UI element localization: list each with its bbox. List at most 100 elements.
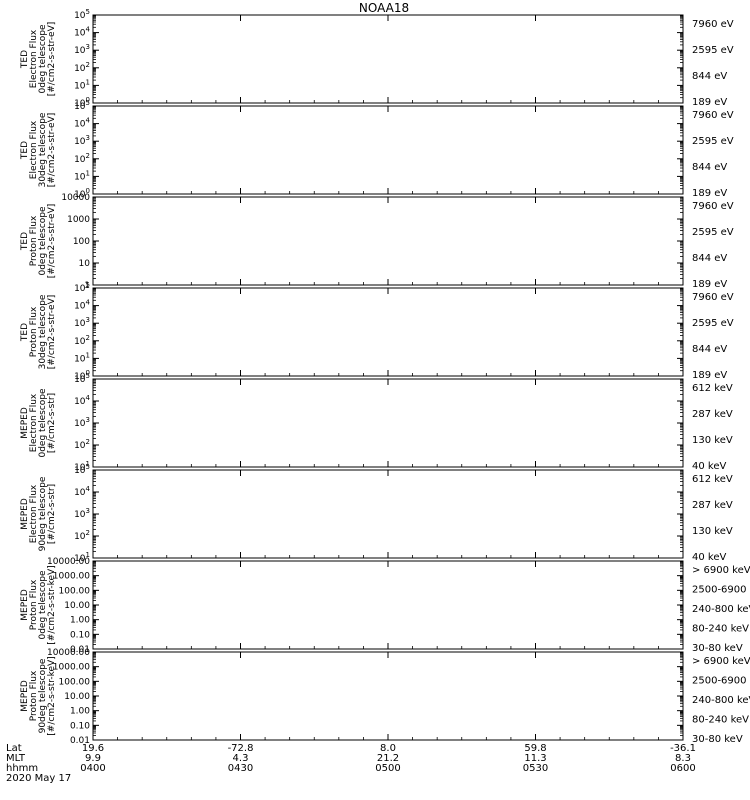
legend-entry: 844 eV	[692, 344, 727, 355]
y-tick-label: 1	[84, 281, 90, 291]
legend-entry: 844 eV	[692, 253, 727, 264]
panel-frame	[92, 378, 684, 468]
y-axis-label-line: TED	[20, 232, 30, 251]
legend-entry: > 6900 keV	[692, 565, 750, 576]
footer-row-label-lat: Lat	[6, 743, 22, 754]
legend-entry: 2595 eV	[692, 227, 734, 238]
y-axis-label-line: [#/cm2-s-str-eV]	[47, 113, 57, 188]
legend-entry: 189 eV	[692, 370, 727, 381]
y-axis-label-line: MEPED	[20, 680, 30, 712]
legend-entry: 7960 eV	[692, 110, 734, 121]
y-axis-label-line: 0deg telescope	[38, 388, 48, 458]
footer-row-label-hhmm: hhmm	[6, 763, 38, 774]
y-axis-label-line: Electron Flux	[29, 484, 39, 543]
y-tick-label: 104	[74, 299, 90, 312]
legend-entry: 240-800 keV	[692, 604, 750, 615]
y-tick-label: 10	[79, 259, 91, 269]
y-tick-label: 103	[74, 416, 90, 429]
y-tick-label: 104	[74, 394, 90, 407]
legend-entry: 40 keV	[692, 461, 726, 472]
footer-lat-value: 19.6	[82, 743, 104, 754]
y-tick-label: 104	[74, 485, 90, 498]
legend-entry: 287 keV	[692, 409, 733, 420]
footer-lat-value: -72.8	[228, 743, 254, 754]
legend-entry: 80-240 keV	[692, 624, 749, 635]
y-axis-label-line: 0deg telescope	[38, 24, 48, 94]
y-axis-label-line: 30deg telescope	[38, 294, 48, 369]
y-axis-label-line: Proton Flux	[29, 306, 39, 357]
legend-entry: 7960 eV	[692, 201, 734, 212]
legend-entry: 612 keV	[692, 474, 733, 485]
legend-entry: 612 keV	[692, 383, 733, 394]
legend-entry: 30-80 keV	[692, 643, 743, 654]
y-tick-label: 103	[74, 316, 90, 329]
y-tick-label: 0.10	[70, 721, 90, 731]
legend-entry: 2595 eV	[692, 318, 734, 329]
legend-entry: 844 eV	[692, 162, 727, 173]
y-tick-label: 101	[74, 351, 90, 364]
date-label: 2020 May 17	[6, 773, 71, 784]
y-tick-label: 105	[74, 281, 90, 294]
legend-entry: 189 eV	[692, 97, 727, 108]
y-axis-label-line: [#/cm2-s-str-eV]	[47, 204, 57, 279]
y-tick-label: 103	[74, 43, 90, 56]
legend-entry: > 6900 keV	[692, 656, 750, 667]
y-tick-label: 104	[74, 117, 90, 130]
y-axis-label: TEDProton Flux0deg telescope[#/cm2-s-str…	[20, 204, 57, 279]
y-axis-label: MEPEDElectron Flux0deg telescope[#/cm2-s…	[20, 388, 57, 458]
legend-entry: 7960 eV	[692, 292, 734, 303]
legend-entry: 189 eV	[692, 279, 727, 290]
y-axis-label-line: MEPED	[20, 589, 30, 621]
y-tick-label: 100.00	[59, 677, 91, 687]
y-axis-label-line: Electron Flux	[29, 120, 39, 179]
footer-hhmm-value: 0600	[670, 763, 695, 774]
legend-entry: 80-240 keV	[692, 715, 749, 726]
y-axis-label-line: 30deg telescope	[38, 112, 48, 187]
y-axis-label-line: [#/cm2-s-str-keV]	[47, 656, 57, 735]
legend-entry: 30-80 keV	[692, 734, 743, 745]
y-axis-label-line: [#/cm2-s-str-keV]	[47, 565, 57, 644]
panel-frame	[92, 651, 684, 741]
y-axis-label-line: MEPED	[20, 407, 30, 439]
footer-lat-value: 59.8	[524, 743, 546, 754]
legend-entry: 844 eV	[692, 71, 727, 82]
footer-mlt-value: 11.3	[524, 753, 546, 764]
legend-entry: 130 keV	[692, 435, 733, 446]
y-tick-label: 102	[74, 334, 90, 347]
footer-row-label-mlt: MLT	[6, 753, 26, 764]
y-tick-label: 1000	[67, 215, 90, 225]
y-axis-label-line: 0deg telescope	[38, 206, 48, 276]
legend-entry: 2500-6900	[692, 676, 747, 687]
legend-entry: 2595 eV	[692, 45, 734, 56]
y-tick-label: 0.01	[70, 736, 90, 746]
y-axis-label: MEPEDProton Flux0deg telescope[#/cm2-s-s…	[20, 565, 57, 644]
y-tick-label: 103	[74, 507, 90, 520]
y-tick-label: 101	[74, 78, 90, 91]
panel-frame	[92, 560, 684, 650]
y-tick-label: 101	[74, 169, 90, 182]
panel-frame	[92, 105, 684, 195]
y-axis-label-line: Proton Flux	[29, 579, 39, 630]
y-tick-label: 10000.00	[47, 557, 90, 567]
legend-entry: 40 keV	[692, 552, 726, 563]
y-axis-label-line: Electron Flux	[29, 393, 39, 452]
panel-7: 0.010.101.0010.00100.001000.0010000.00ME…	[20, 557, 750, 655]
y-axis-label-line: [#/cm2-s-str-eV]	[47, 22, 57, 97]
y-axis-label: TEDProton Flux30deg telescope[#/cm2-s-st…	[20, 294, 57, 369]
y-tick-label: 104	[74, 26, 90, 39]
y-axis-label: MEPEDProton Flux90deg telescope[#/cm2-s-…	[20, 656, 57, 735]
panel-frame	[92, 287, 684, 377]
y-tick-label: 102	[74, 61, 90, 74]
legend-entry: 2595 eV	[692, 136, 734, 147]
y-tick-label: 1000.00	[53, 572, 90, 582]
panel-8: 0.010.101.0010.00100.001000.0010000.00ME…	[20, 648, 750, 746]
footer-mlt-value: 8.3	[675, 753, 691, 764]
footer-mlt-value: 21.2	[377, 753, 399, 764]
y-axis-label-line: [#/cm2-s-str]	[47, 393, 57, 453]
